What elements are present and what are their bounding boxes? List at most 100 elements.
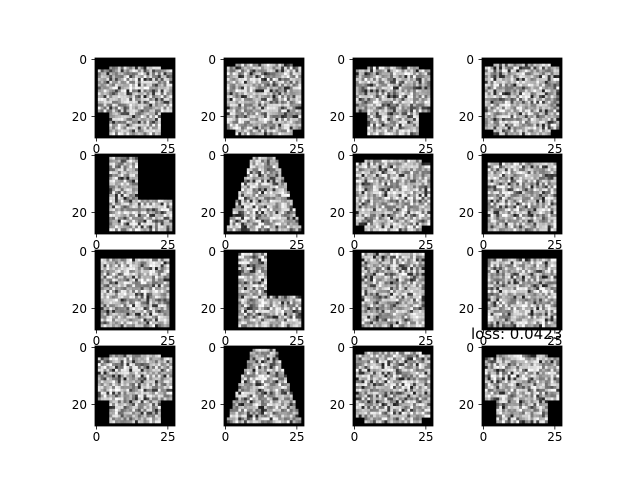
subplot-3-1: 0 20 0 25 [201,341,305,444]
axes-frame [94,153,176,235]
tick-label: 20 [330,206,345,220]
subplot-2-0: 0 20 0 25 [72,245,176,348]
subplot-3-2: 0 20 0 25 [330,341,434,444]
generated-image [355,66,431,136]
tick-label: 0 [466,149,474,163]
generated-image [100,258,170,328]
tick-label: 0 [351,238,359,252]
tick-label: 0 [351,142,359,156]
tick-label: 0 [93,142,101,156]
tick-label: 25 [418,142,433,156]
generated-image [226,348,302,424]
tick-label: 0 [79,245,87,259]
subplot-2-1: 0 20 0 25 [201,245,305,348]
tick-label: 25 [418,430,433,444]
tick-label: 0 [222,430,230,444]
subplot-3-0: 0 20 0 25 [72,341,176,444]
generated-image [355,159,431,232]
tick-label: 0 [466,341,474,355]
tick-label: 0 [337,53,345,67]
tick-label: 20 [201,398,216,412]
axes-frame [223,57,305,139]
tick-label: 25 [160,334,175,348]
axes-frame [352,345,434,427]
tick-label: 0 [480,142,488,156]
subplot-1-3: 0 20 0 25 [459,149,563,252]
tick-label: 25 [289,334,304,348]
panels-grid: 0 20 0 25 0 20 0 25 0 20 0 25 0 20 0 25 0 20 0 25 0 20 0 25 0 20 0… [72,53,563,444]
tick-label: 20 [72,110,87,124]
tick-label: 25 [160,430,175,444]
tick-label: 0 [208,245,216,259]
tick-label: 0 [93,334,101,348]
tick-label: 25 [547,430,562,444]
tick-label: 20 [72,398,87,412]
generated-image [484,63,560,136]
tick-label: 0 [222,238,230,252]
subplot-2-2: 0 20 0 25 [330,245,434,348]
axes-frame [94,249,176,331]
axes-frame [223,345,305,427]
tick-label: 0 [208,341,216,355]
tick-label: 20 [330,302,345,316]
tick-label: 25 [418,238,433,252]
generated-image [226,156,302,232]
tick-label: 0 [351,430,359,444]
tick-label: 0 [208,149,216,163]
tick-label: 0 [93,430,101,444]
axes-frame [223,153,305,235]
tick-label: 0 [337,245,345,259]
tick-label: 20 [330,398,345,412]
subplot-0-1: 0 20 0 25 [201,53,305,156]
generated-image [487,258,557,328]
tick-label: 0 [337,341,345,355]
generated-image [487,162,557,232]
tick-label: 0 [466,245,474,259]
subplot-0-3: 0 20 0 25 [459,53,563,156]
tick-label: 0 [93,238,101,252]
tick-label: 0 [480,334,488,348]
tick-label: 25 [160,238,175,252]
subplot-0-2: 0 20 0 25 [330,53,434,156]
generated-image [484,354,560,424]
tick-label: 25 [160,142,175,156]
loss-label: loss: 0.0423 [471,325,562,343]
tick-label: 20 [201,206,216,220]
tick-label: 20 [459,110,474,124]
tick-label: 0 [480,430,488,444]
axes-frame [481,57,563,139]
axes-frame [223,249,305,331]
tick-label: 0 [351,334,359,348]
tick-label: 0 [337,149,345,163]
generated-image [226,63,302,136]
axes-frame [481,153,563,235]
tick-label: 25 [289,238,304,252]
tick-label: 0 [480,238,488,252]
tick-label: 25 [547,142,562,156]
tick-label: 20 [72,302,87,316]
subplot-1-1: 0 20 0 25 [201,149,305,252]
generated-image [109,156,173,232]
subplot-3-3: 0 20 0 25 [459,341,563,444]
generated-image [238,252,302,328]
tick-label: 25 [547,238,562,252]
generated-image [97,354,173,424]
tick-label: 0 [79,149,87,163]
tick-label: 25 [418,334,433,348]
tick-label: 25 [547,334,562,348]
tick-label: 0 [466,53,474,67]
axes-frame [94,345,176,427]
tick-label: 0 [79,53,87,67]
axes-frame [94,57,176,139]
tick-label: 20 [459,302,474,316]
axes-frame [352,57,434,139]
tick-label: 0 [79,341,87,355]
tick-label: 20 [330,110,345,124]
tick-label: 20 [201,302,216,316]
subplot-1-2: 0 20 0 25 [330,149,434,252]
subplot-2-3: 0 20 0 25 [459,245,563,348]
tick-label: 20 [201,110,216,124]
axes-frame [352,153,434,235]
tick-label: 25 [289,430,304,444]
